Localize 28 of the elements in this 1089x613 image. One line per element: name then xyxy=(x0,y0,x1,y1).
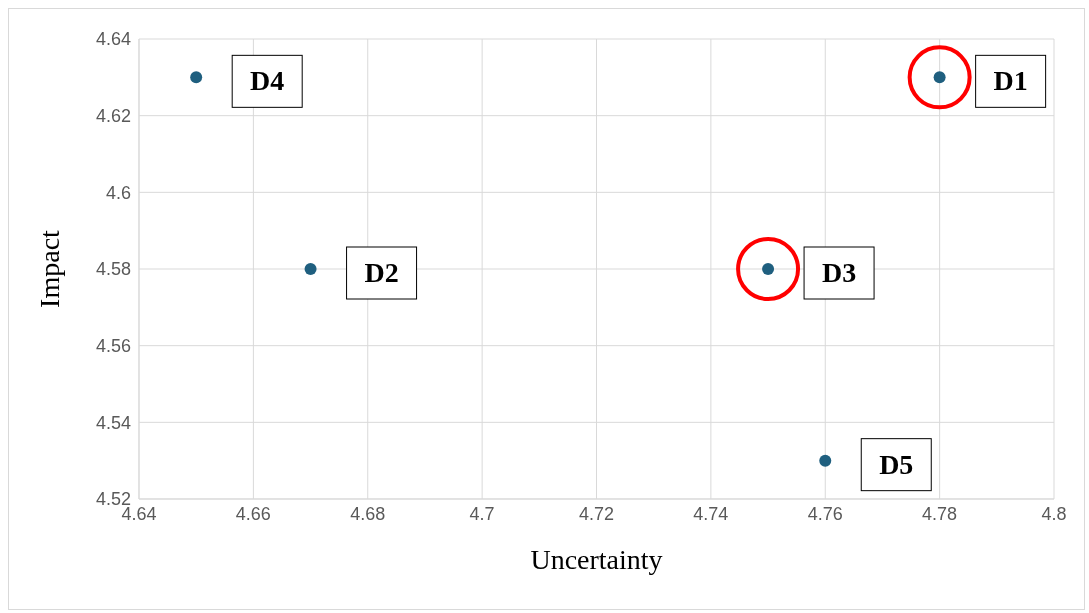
point xyxy=(819,454,832,467)
annotation: D1 xyxy=(993,65,1028,97)
point xyxy=(190,71,203,84)
x-tick-label: 4.76 xyxy=(807,503,843,524)
point xyxy=(736,237,801,301)
annotation: D2 xyxy=(364,257,399,288)
annotation: D4 xyxy=(250,65,285,97)
y-tick-label: 4.62 xyxy=(95,106,131,127)
point xyxy=(762,263,775,275)
x-tick-label: 4.72 xyxy=(578,503,615,524)
annotation: D5 xyxy=(879,448,914,480)
x-tick-label: 4.66 xyxy=(235,503,271,524)
x-tick-label: 4.78 xyxy=(922,503,958,524)
y-tick-label: 4.56 xyxy=(95,336,131,357)
y-axis-title: Impact xyxy=(33,229,65,308)
x-axis-title: Uncertainty xyxy=(530,544,663,575)
point xyxy=(304,263,317,275)
point xyxy=(907,45,972,110)
y-tick-label: 4.64 xyxy=(95,29,131,50)
annotation: D3 xyxy=(821,257,857,288)
y-tick-label: 4.54 xyxy=(95,412,131,433)
y-tick-label: 4.6 xyxy=(105,182,131,203)
point xyxy=(933,71,946,84)
x-tick-label: 4.8 xyxy=(1041,503,1067,524)
x-tick-label: 4.68 xyxy=(350,503,386,524)
x-tick-label: 4.7 xyxy=(469,503,495,524)
x-tick-label: 4.74 xyxy=(693,503,729,524)
y-tick-label: 4.58 xyxy=(95,259,131,280)
